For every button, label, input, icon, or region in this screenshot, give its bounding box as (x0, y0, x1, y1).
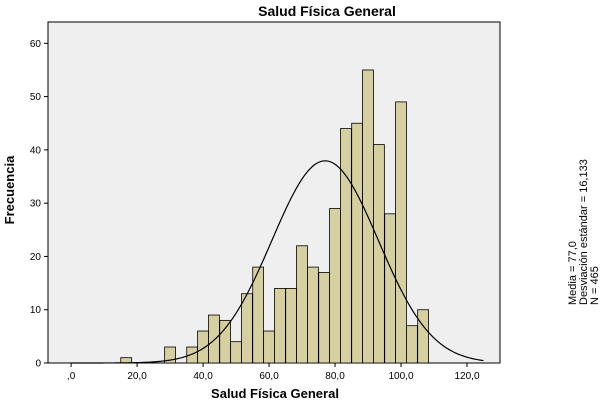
y-tick-label: 0 (35, 359, 41, 370)
x-tick-label: 100,0 (389, 371, 414, 382)
x-axis-title: Salud Física General (211, 386, 339, 401)
x-tick-label: 20,0 (127, 371, 147, 382)
stats-box: Media = 77,0 Desviación estándar = 16,133… (567, 159, 600, 305)
x-tick-label: 80,0 (325, 371, 345, 382)
histogram-bar (384, 213, 396, 364)
y-tick-label: 50 (30, 92, 42, 103)
histogram-bar (197, 330, 209, 364)
y-tick-label: 40 (30, 145, 42, 156)
y-tick-label: 10 (30, 305, 42, 316)
histogram-bar (296, 245, 308, 364)
y-axis-title: Frecuencia (2, 155, 17, 224)
stats-line: N = 465 (589, 266, 600, 305)
x-axis: ,0 20,0 40,0 60,0 80,0 100,0 120,0 (67, 363, 480, 382)
y-tick-label: 60 (30, 39, 42, 50)
plot-area (47, 21, 501, 364)
y-tick-label: 20 (30, 252, 42, 263)
histogram-bar (373, 144, 385, 364)
normal-curve (71, 160, 484, 364)
x-tick-label: 120,0 (454, 371, 479, 382)
histogram-bar (351, 122, 363, 364)
histogram-bar (406, 325, 418, 364)
y-axis: 0 10 20 30 40 50 60 (30, 39, 48, 370)
histogram-bar (230, 341, 242, 364)
histogram-bar (318, 272, 330, 364)
histogram-bar (241, 293, 253, 364)
histogram-bar (395, 101, 407, 364)
histogram-bar (219, 319, 232, 364)
histogram-bar (274, 288, 286, 364)
histogram-bar (340, 128, 352, 364)
histogram-bar (208, 314, 220, 364)
y-tick-label: 30 (30, 199, 42, 210)
histogram-bar (263, 330, 275, 364)
x-tick-label: 40,0 (193, 371, 213, 382)
x-tick-label: 60,0 (259, 371, 279, 382)
histogram-bar (164, 346, 176, 364)
histogram-bar (307, 266, 319, 364)
histogram-bar (329, 208, 341, 364)
stats-line: Media = 77,0 (567, 241, 579, 305)
histogram-bar (252, 266, 265, 364)
x-tick-label: ,0 (67, 371, 76, 382)
chart-title: Salud Física General (258, 3, 396, 19)
stats-line: Desviación estándar = 16,133 (578, 159, 590, 305)
histogram-bar (417, 309, 429, 364)
histogram-bar (285, 288, 297, 364)
